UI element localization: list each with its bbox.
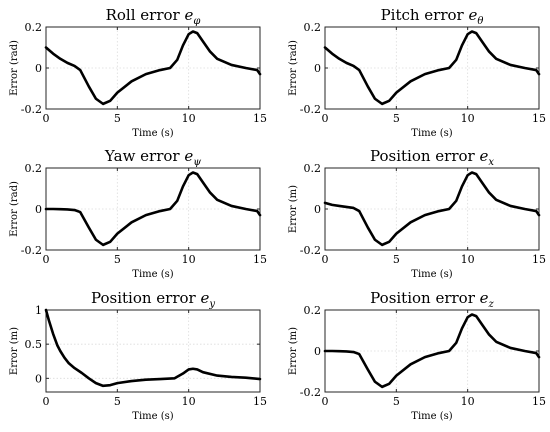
series-line xyxy=(323,171,541,247)
series-line xyxy=(44,171,262,247)
x-tick-label: 10 xyxy=(182,395,196,408)
x-axis-label: Time (s) xyxy=(132,411,173,422)
x-tick-label: 10 xyxy=(461,395,475,408)
y-tick-label: 0.2 xyxy=(304,21,322,34)
y-axis-label: Error (rad) xyxy=(9,181,20,237)
panel-4: 0 5 10 15 0 0.5 1 Position error ey Time (s) Erro… xyxy=(9,289,267,422)
chart-title: Roll error eφ xyxy=(106,6,201,27)
x-tick-label: 15 xyxy=(532,395,546,408)
y-tick-label: -0.2 xyxy=(21,244,42,257)
x-tick-label: 15 xyxy=(532,253,546,266)
x-tick-label: 0 xyxy=(322,253,329,266)
x-tick-label: 5 xyxy=(114,112,121,125)
chart-title: Pitch error eθ xyxy=(381,6,484,27)
series-line xyxy=(44,30,262,106)
chart-title: Position error ez xyxy=(370,289,494,310)
x-tick-label: 5 xyxy=(393,253,400,266)
y-tick-label: 0 xyxy=(35,203,42,216)
x-tick-label: 0 xyxy=(322,395,329,408)
x-tick-label: 10 xyxy=(182,253,196,266)
y-tick-label: -0.2 xyxy=(300,103,321,116)
y-tick-label: 0 xyxy=(314,345,321,358)
x-tick-label: 5 xyxy=(114,395,121,408)
x-tick-label: 5 xyxy=(393,112,400,125)
y-tick-label: 0 xyxy=(314,203,321,216)
y-axis-label: Error (rad) xyxy=(288,40,299,96)
series-line xyxy=(44,308,262,388)
x-axis-label: Time (s) xyxy=(411,411,452,422)
y-tick-label: 1 xyxy=(35,304,42,317)
y-tick-label: 0.2 xyxy=(304,304,322,317)
y-tick-label: 0 xyxy=(314,62,321,75)
series-line xyxy=(323,313,541,389)
x-tick-label: 15 xyxy=(253,253,267,266)
x-tick-label: 0 xyxy=(322,112,329,125)
x-tick-label: 15 xyxy=(253,395,267,408)
y-tick-label: 0 xyxy=(35,372,42,385)
x-axis-label: Time (s) xyxy=(132,269,173,280)
y-tick-label: 0.5 xyxy=(25,338,43,351)
x-axis-label: Time (s) xyxy=(411,128,452,139)
y-tick-label: 0 xyxy=(35,62,42,75)
y-axis-label: Error (m) xyxy=(9,327,20,375)
y-axis-label: Error (m) xyxy=(288,185,299,233)
x-tick-label: 0 xyxy=(43,395,50,408)
x-tick-label: 5 xyxy=(114,253,121,266)
chart-title: Position error ey xyxy=(91,289,215,310)
y-tick-label: -0.2 xyxy=(21,103,42,116)
chart-title: Yaw error eψ xyxy=(104,147,201,168)
x-tick-label: 0 xyxy=(43,112,50,125)
x-tick-label: 15 xyxy=(532,112,546,125)
series-line xyxy=(323,30,541,106)
x-axis-label: Time (s) xyxy=(132,128,173,139)
y-axis-label: Error (rad) xyxy=(9,40,20,96)
x-tick-label: 10 xyxy=(461,253,475,266)
x-tick-label: 10 xyxy=(182,112,196,125)
x-tick-label: 5 xyxy=(393,395,400,408)
y-tick-label: -0.2 xyxy=(300,244,321,257)
x-tick-label: 0 xyxy=(43,253,50,266)
y-axis-label: Error (m) xyxy=(288,327,299,375)
y-tick-label: 0.2 xyxy=(25,21,43,34)
x-tick-label: 10 xyxy=(461,112,475,125)
x-axis-label: Time (s) xyxy=(411,269,452,280)
y-tick-label: -0.2 xyxy=(300,386,321,399)
axes-frame xyxy=(45,309,261,393)
x-tick-label: 15 xyxy=(253,112,267,125)
y-tick-label: 0.2 xyxy=(25,162,43,175)
y-tick-label: 0.2 xyxy=(304,162,322,175)
chart-title: Position error ex xyxy=(370,147,494,168)
